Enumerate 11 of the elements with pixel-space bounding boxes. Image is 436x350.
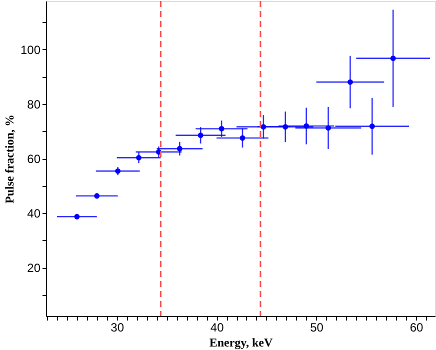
y-tick-label: 60 xyxy=(27,152,41,166)
x-tick-label: 30 xyxy=(110,320,124,334)
y-tick-label: 80 xyxy=(27,97,41,112)
y-tick-label: 40 xyxy=(27,206,41,221)
y-axis-title: Pulse fraction, % xyxy=(2,114,16,204)
x-axis-title: Energy, keV xyxy=(209,336,273,350)
x-tick-label: 50 xyxy=(310,320,324,334)
y-tick-label: 20 xyxy=(27,261,41,276)
x-tick-label: 40 xyxy=(210,320,224,334)
x-tick-label: 60 xyxy=(410,320,424,334)
y-tick-label: 100 xyxy=(20,42,41,57)
